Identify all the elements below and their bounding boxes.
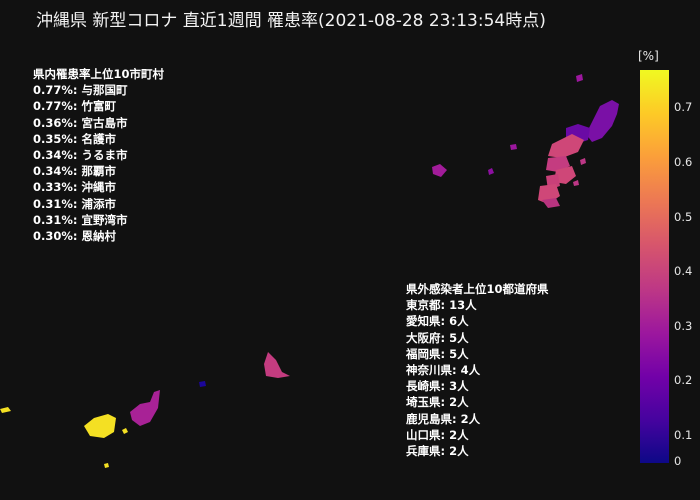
island-tsuken[interactable] (573, 180, 579, 186)
yaeyama-islands[interactable] (0, 390, 160, 468)
list-item: 神奈川県: 4人 (406, 363, 481, 378)
region-kunigami[interactable] (586, 100, 619, 142)
colorbar-unit-label: [%] (638, 49, 659, 63)
list-item: 0.77%: 竹富町 (33, 99, 116, 114)
list-item: 0.77%: 与那国町 (33, 83, 128, 98)
list-item: 長崎県: 3人 (406, 379, 469, 394)
list-item: 山口県: 2人 (406, 427, 469, 442)
colorbar-tick: 0 (674, 454, 682, 468)
list-item: 0.33%: 沖縄市 (33, 180, 116, 195)
list-item: 兵庫県: 2人 (406, 444, 469, 459)
colorbar-tick: 0.7 (674, 100, 693, 114)
colorbar-tick: 0.2 (674, 373, 693, 387)
list-item: 0.31%: 宜野湾市 (33, 212, 128, 227)
list-item: 0.34%: うるま市 (33, 148, 128, 163)
outside-prefectures-heading: 県外感染者上位10都道府県 (406, 282, 549, 296)
island-keramas[interactable] (488, 168, 494, 175)
island-yonaguni[interactable] (0, 407, 11, 413)
list-item: 0.36%: 宮古島市 (33, 115, 128, 130)
colorbar (640, 70, 669, 463)
outside-prefectures-panel: 県外感染者上位10都道府県 東京都: 13人 愛知県: 6人 大阪府: 5人 福… (406, 281, 549, 459)
island-taketomi-small[interactable] (122, 428, 128, 434)
colorbar-tick: 0.6 (674, 155, 693, 169)
region-itoman[interactable] (542, 198, 560, 208)
list-item: 0.34%: 那覇市 (33, 164, 116, 179)
list-item: 0.30%: 恩納村 (33, 229, 116, 244)
island-miyakojima[interactable] (264, 352, 290, 378)
island-tarama[interactable] (199, 381, 206, 387)
top-municipalities-heading: 県内罹患率上位10市町村 (33, 67, 165, 81)
island-ishigaki[interactable] (130, 390, 160, 426)
colorbar-tick: 0.1 (674, 428, 693, 442)
top-municipalities-panel: 県内罹患率上位10市町村 0.77%: 与那国町 0.77%: 竹富町 0.36… (33, 66, 164, 244)
island-iriomote[interactable] (84, 414, 116, 438)
island-ie[interactable] (576, 74, 583, 82)
list-item: 東京都: 13人 (406, 298, 477, 313)
island-kumejima[interactable] (432, 164, 447, 177)
colorbar-tick: 0.4 (674, 264, 693, 278)
island-hateruma[interactable] (104, 463, 109, 468)
island-izena[interactable] (510, 144, 517, 150)
colorbar-tick: 0.5 (674, 210, 693, 224)
list-item: 福岡県: 5人 (406, 346, 469, 361)
map-title: 沖縄県 新型コロナ 直近1週間 罹患率(2021-08-28 23:13:54時… (36, 11, 546, 31)
list-item: 大阪府: 5人 (406, 330, 469, 345)
list-item: 埼玉県: 2人 (406, 395, 469, 410)
list-item: 愛知県: 6人 (406, 314, 469, 329)
region-nago[interactable] (548, 134, 584, 158)
list-item: 0.31%: 浦添市 (33, 196, 116, 211)
colorbar-tick: 0.3 (674, 319, 693, 333)
list-item: 0.35%: 名護市 (33, 131, 116, 146)
island-kudaka[interactable] (580, 158, 586, 165)
list-item: 鹿児島県: 2人 (406, 411, 481, 426)
region-uruma[interactable] (554, 166, 576, 184)
miyako-islands[interactable] (199, 352, 290, 387)
okinawa-main-island[interactable] (432, 74, 619, 208)
